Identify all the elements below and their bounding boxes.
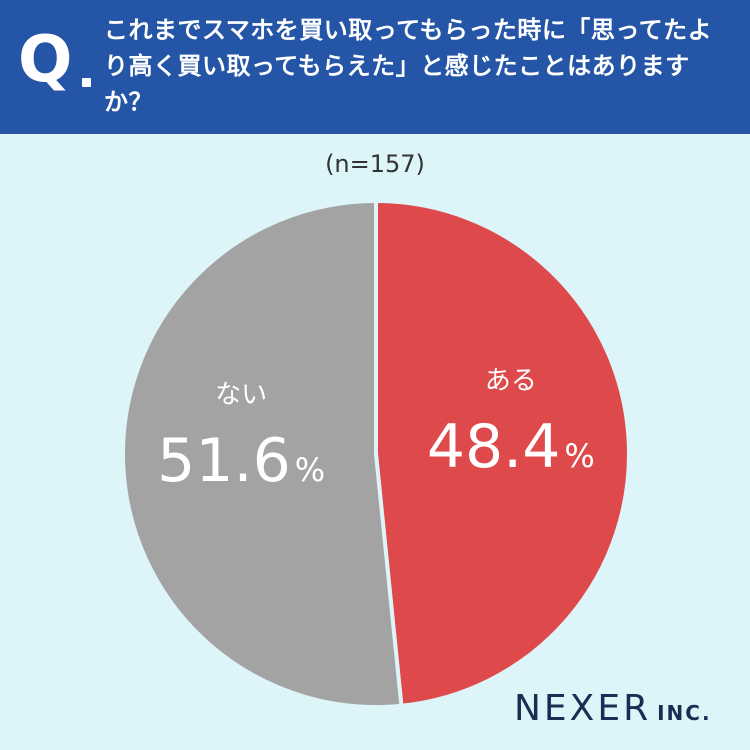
q-mark: Q (18, 23, 73, 97)
logo-suffix: INC. (657, 701, 712, 725)
slice-name-label-1: ない (215, 380, 267, 410)
sample-size: (n=157) (325, 150, 425, 178)
logo-main: NEXER (514, 688, 652, 729)
pie-slice-1 (121, 199, 404, 709)
q-dot (82, 78, 91, 87)
slice-value-label-0: 48.4% (427, 412, 595, 482)
nexer-logo: NEXER INC. (514, 688, 712, 729)
slice-name-label-0: ある (485, 366, 537, 396)
question-header: Q これまでスマホを買い取ってもらった時に「思ってたより高く買い取ってもらえた」… (0, 0, 750, 134)
question-text: これまでスマホを買い取ってもらった時に「思ってたより高く買い取ってもらえた」と感… (104, 16, 713, 116)
slice-value-label-1: 51.6% (157, 426, 325, 496)
pie-slice-0 (374, 199, 631, 708)
